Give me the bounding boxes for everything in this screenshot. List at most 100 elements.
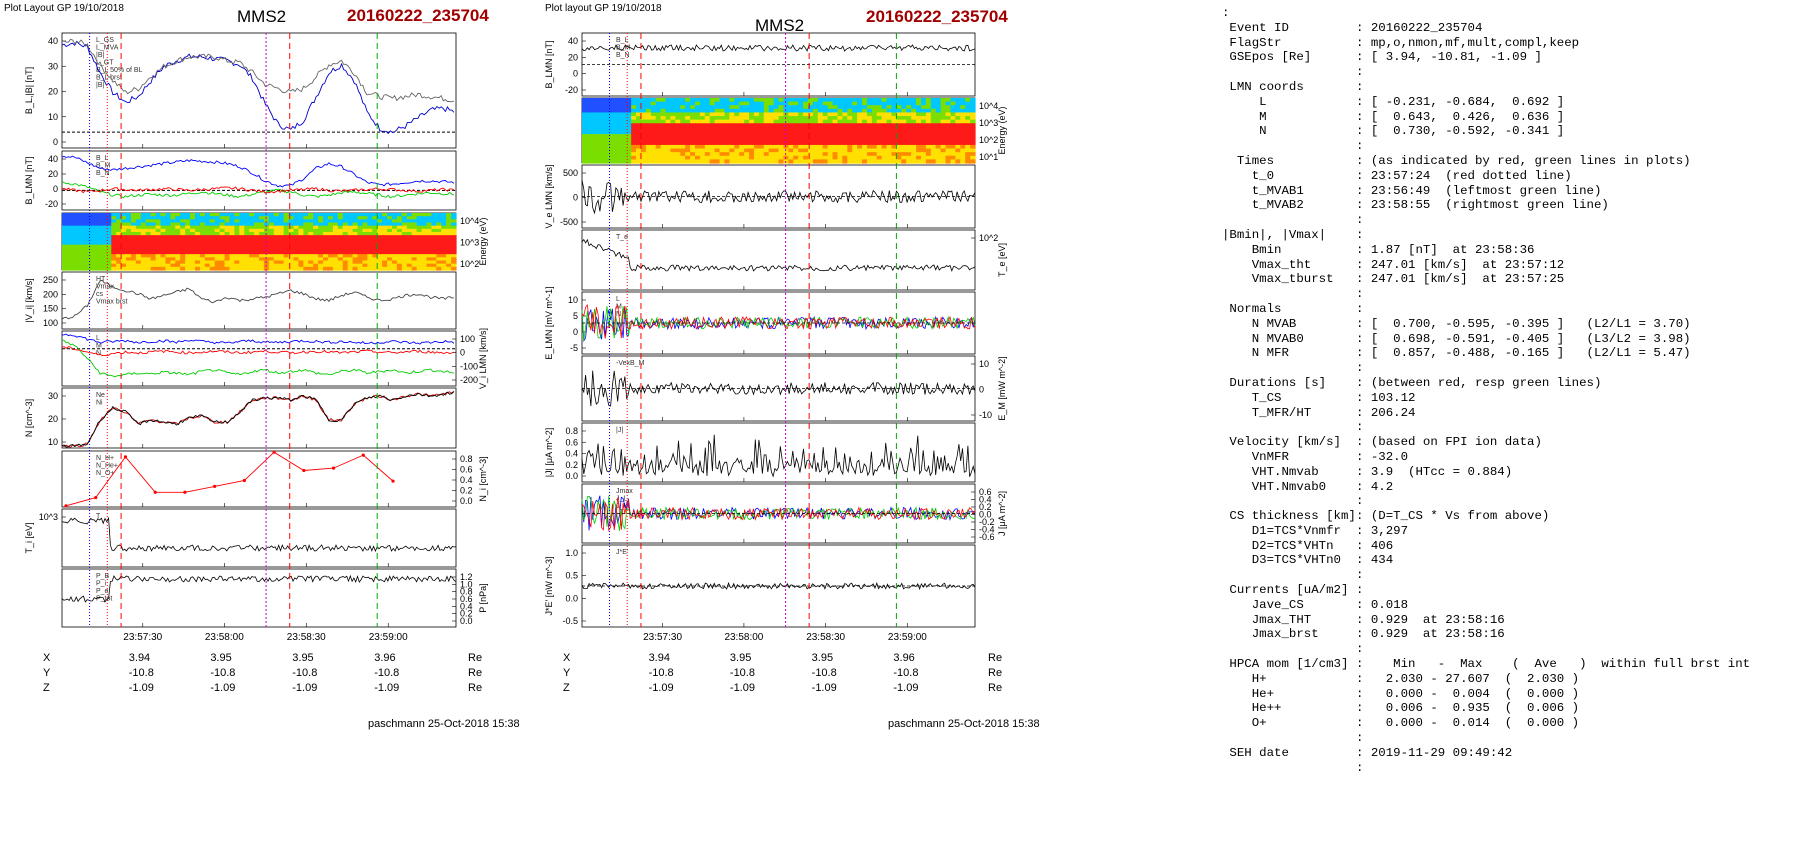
right-spectrogram-cell: [591, 108, 598, 114]
left-spectrogram-cell: [229, 225, 235, 230]
left-spectrogram-cell: [165, 257, 171, 262]
left-spectrogram-cell: [446, 257, 452, 262]
right-spectrogram-cell: [621, 144, 627, 150]
right-spectrogram-cell: [675, 141, 681, 146]
left-spectrogram-cell: [441, 238, 447, 243]
left-spectrogram-cell: [293, 244, 299, 249]
info-value: : 247.01 [km/s] at 23:57:12: [1356, 257, 1565, 272]
right-spectrogram-cell: [616, 112, 622, 117]
right-ytick-label: -0.5: [562, 616, 578, 626]
right-ytick-label: -10: [979, 410, 992, 420]
left-spectrogram-cell: [229, 244, 235, 249]
left-spectrogram-cell: [81, 238, 88, 243]
right-spectrogram-cell: [758, 134, 765, 139]
right-spectrogram-cell: [812, 159, 819, 164]
left-spectrogram-cell: [382, 232, 388, 236]
right-spectrogram-cell: [812, 123, 819, 128]
left-time-tick-label: 23:58:00: [205, 632, 244, 643]
left-spectrogram-cell: [249, 254, 255, 258]
right-spectrogram-cell: [699, 155, 706, 160]
left-spectrogram-cell: [293, 232, 299, 236]
right-spectrogram-cell: [753, 105, 760, 110]
right-spectrogram-cell: [960, 98, 966, 103]
right-spectrogram-cell: [709, 105, 716, 110]
info-line: He++: 0.006 - 0.935 ( 0.006 ): [1222, 701, 1750, 716]
left-spectrogram-cell: [367, 263, 373, 268]
left-spectrogram-cell: [234, 222, 240, 227]
left-spectrogram-cell: [209, 219, 216, 224]
right-spectrogram-cell: [807, 155, 814, 160]
right-spectrogram-cell: [807, 108, 814, 114]
right-spectrogram-cell: [616, 126, 622, 132]
ephemeris-value: 3.96: [374, 652, 396, 664]
left-spectrogram-cell: [249, 263, 255, 268]
right-spectrogram-cell: [665, 112, 672, 117]
info-line: :: [1222, 420, 1750, 435]
info-value: : 0.006 - 0.935 ( 0.006 ): [1356, 701, 1580, 716]
left-spectrogram-cell: [431, 216, 437, 220]
left-spectrogram-cell: [204, 263, 211, 268]
left-spectrogram-cell: [293, 228, 299, 233]
right-spectrogram-cell: [876, 123, 883, 128]
right-spectrogram-cell: [601, 141, 608, 146]
left-spectrogram-cell: [249, 222, 255, 227]
left-spectrogram-cell: [214, 244, 221, 249]
left-spectrogram-cell: [71, 228, 78, 233]
left-spectrogram-cell: [204, 219, 211, 224]
left-spectrogram-cell: [254, 225, 260, 230]
left-spectrogram-cell: [219, 232, 226, 236]
right-spectrogram-cell: [680, 112, 686, 117]
left-spectrogram-cell: [145, 235, 152, 239]
left-spectrogram-cell: [116, 266, 122, 271]
right-spectrogram-cell: [925, 134, 932, 139]
left-spectrogram-cell: [347, 244, 354, 249]
right-spectrogram-cell: [606, 101, 613, 106]
right-spectrogram-cell: [655, 155, 662, 160]
right-spectrogram-cell: [901, 152, 907, 157]
right-spectrogram-cell: [881, 101, 888, 106]
right-spectrogram-cell: [773, 159, 780, 164]
right-spectrogram-cell: [719, 159, 726, 164]
right-spectrogram-cell: [930, 137, 937, 142]
left-spectrogram-cell: [244, 232, 250, 236]
right-spectrogram-cell: [773, 101, 780, 106]
left-spectrogram-cell: [283, 257, 290, 262]
info-key: GSEpos [Re]: [1222, 50, 1312, 65]
right-spectrogram-cell: [945, 123, 952, 128]
right-spectrogram-cell: [891, 130, 897, 135]
left-spectrogram-cell: [155, 244, 162, 249]
left-spectrogram-cell: [352, 247, 359, 252]
info-value: : -32.0: [1356, 449, 1409, 464]
right-legend-entry: B_L: [616, 37, 629, 44]
right-spectrogram-cell: [749, 155, 755, 160]
right-spectrogram-cell: [660, 101, 667, 106]
left-spectrogram-cell: [209, 228, 216, 233]
right-spectrogram-cell: [626, 148, 632, 153]
info-line: T_MFR/HT: 206.24: [1222, 406, 1750, 421]
right-spectrogram-cell: [763, 137, 770, 142]
right-spectrogram-cell: [940, 130, 947, 135]
right-spectrogram-cell: [832, 98, 839, 103]
left-spectrogram-cell: [175, 260, 181, 265]
left-spectrogram-cell: [116, 257, 122, 262]
left-spectrogram-cell: [367, 238, 373, 243]
right-spectrogram-cell: [768, 155, 775, 160]
left-spectrogram-cell: [259, 263, 265, 268]
left-series-line: [61, 279, 454, 320]
right-spectrogram-cell: [596, 126, 603, 132]
right-spectrogram-cell: [881, 105, 888, 110]
right-spectrogram-cell: [724, 144, 730, 150]
left-spectrogram-cell: [185, 219, 191, 224]
left-spectrogram-cell: [155, 241, 162, 246]
right-spectrogram-cell: [906, 134, 912, 139]
left-spectrogram-cell: [391, 251, 398, 255]
right-spectrogram-cell: [606, 159, 613, 164]
left-spectrogram-cell: [150, 225, 157, 230]
left-spectrogram-cell: [204, 225, 211, 230]
right-spectrogram-cell: [650, 119, 657, 124]
left-spectrogram-cell: [426, 244, 432, 249]
left-spectrogram-cell: [278, 238, 285, 243]
right-spectrogram-cell: [955, 148, 961, 153]
right-ytick-label: 0.4: [565, 449, 578, 459]
right-spectrogram-cell: [837, 105, 843, 110]
